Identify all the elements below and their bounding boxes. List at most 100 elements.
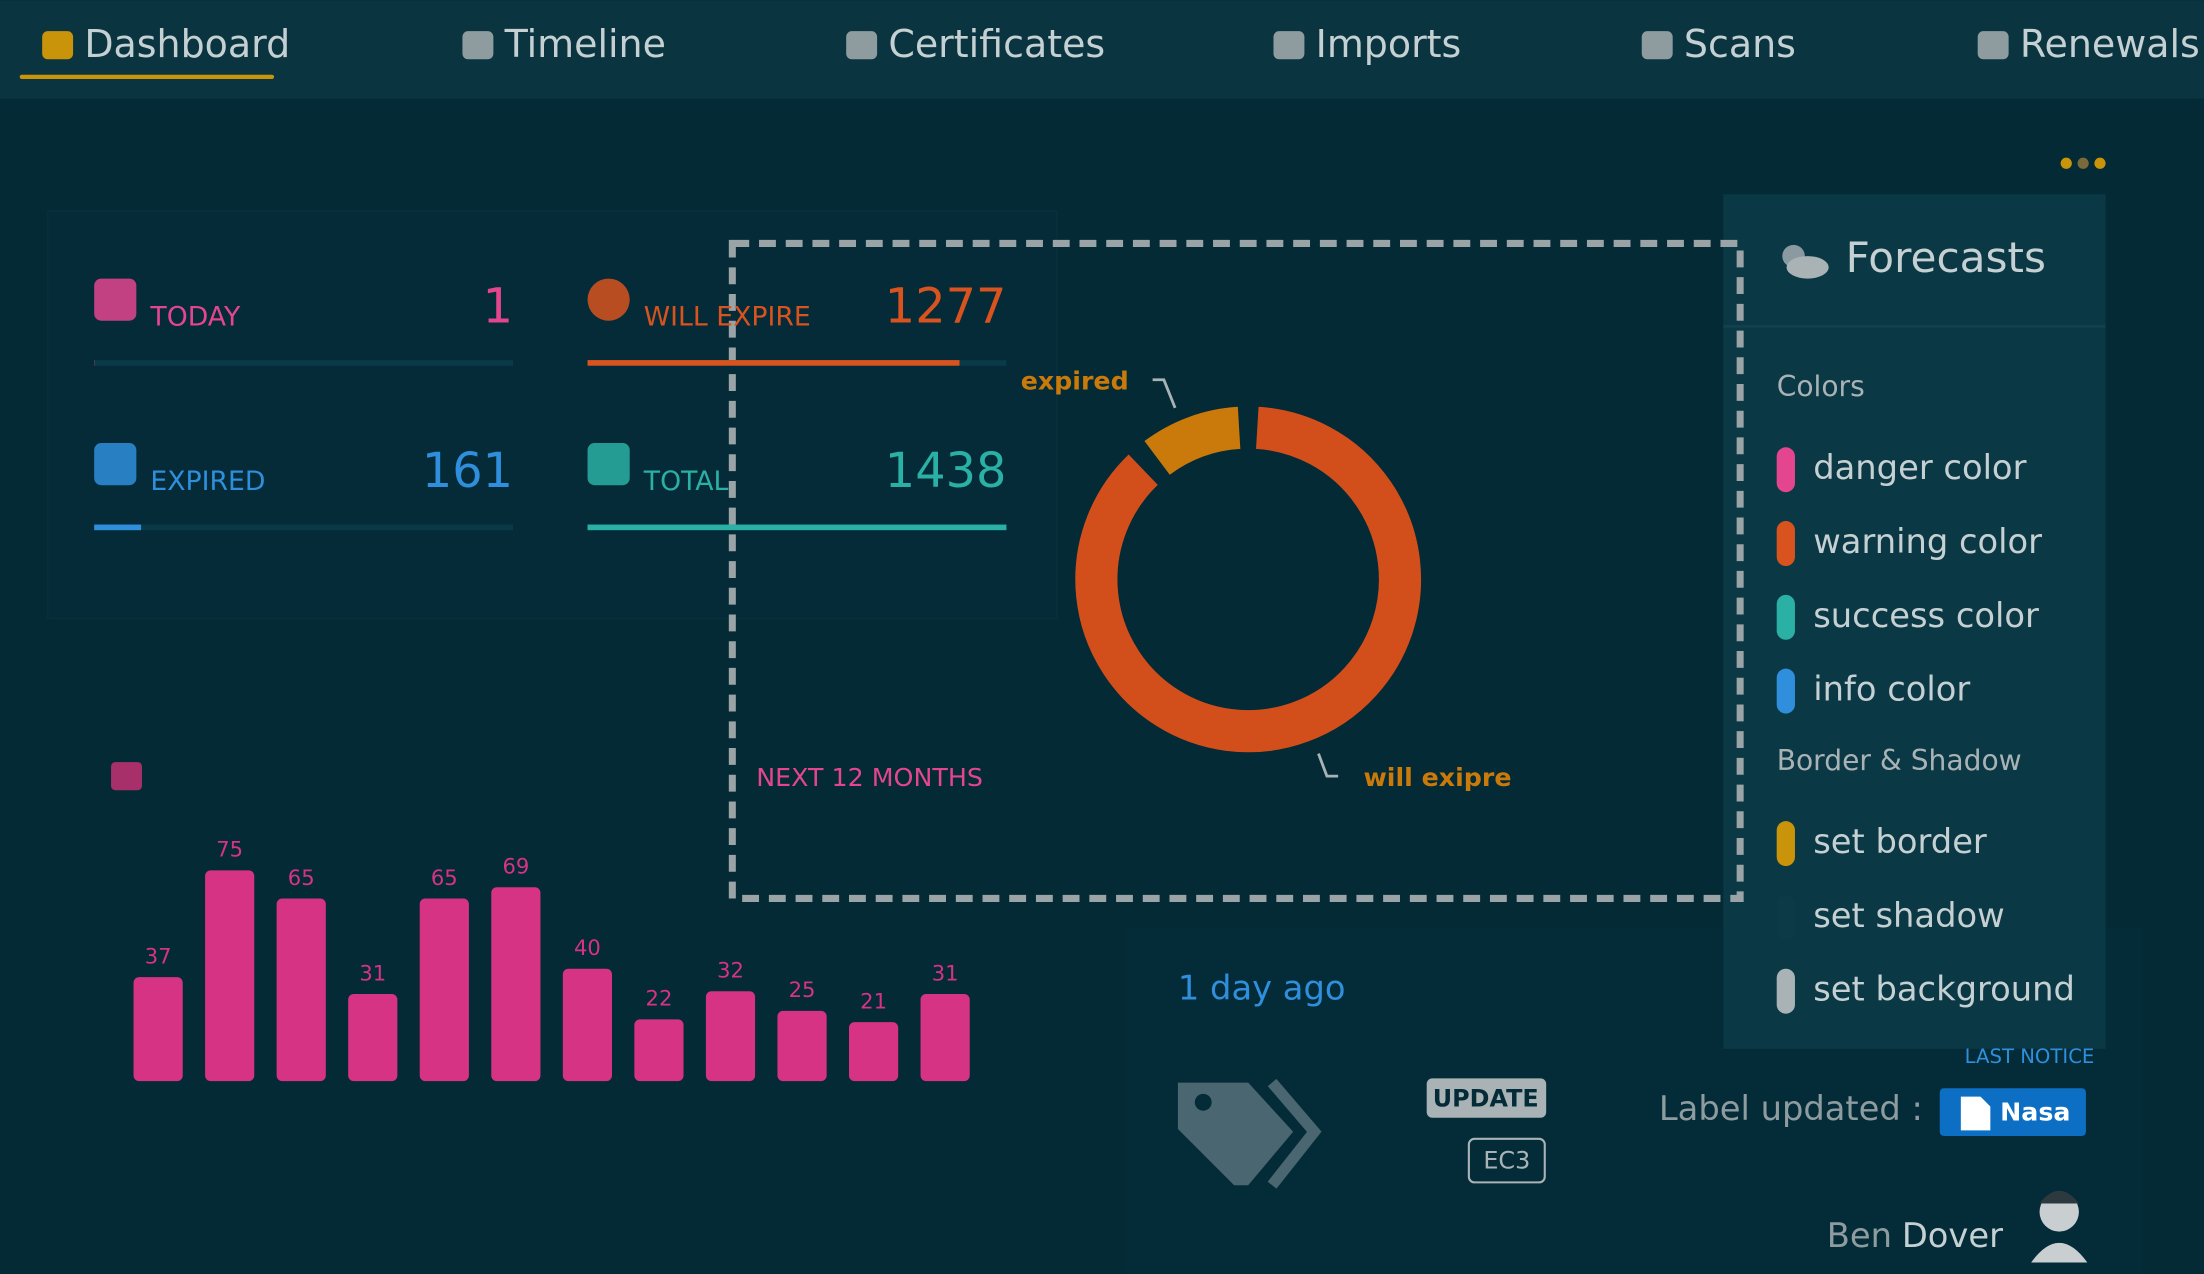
option-label[interactable]: danger color xyxy=(1813,448,2026,487)
progress-bar xyxy=(587,524,1007,531)
progress-track xyxy=(94,360,514,366)
caption: NEXT 12 MONTHS xyxy=(756,763,983,792)
nav-item[interactable]: Renewals xyxy=(2020,22,2200,66)
bar-value-label: 25 xyxy=(789,977,816,1002)
donut-segment xyxy=(1144,406,1241,476)
stat-icon xyxy=(94,443,137,486)
code-box xyxy=(1467,1137,1546,1184)
nav-icon[interactable] xyxy=(846,31,878,60)
donut-segment xyxy=(1075,406,1422,753)
nav-item[interactable]: Imports xyxy=(1316,22,1462,66)
bar-value-label: 69 xyxy=(502,854,529,879)
stat-label: TODAY xyxy=(149,301,241,332)
nav-icon[interactable] xyxy=(42,31,74,60)
stat-label: TOTAL xyxy=(643,466,729,497)
section-title: Border & Shadow xyxy=(1777,744,2022,777)
nav-item[interactable]: Dashboard xyxy=(84,22,290,66)
dot xyxy=(2094,157,2106,169)
bar-value-label: 65 xyxy=(431,865,458,890)
donut-label: will exipre xyxy=(1363,763,1511,792)
color-swatch[interactable] xyxy=(1776,668,1795,714)
color-swatch[interactable] xyxy=(1776,521,1795,567)
bar xyxy=(133,977,183,1082)
color-swatch[interactable] xyxy=(1776,447,1795,493)
color-swatch[interactable] xyxy=(1776,968,1795,1014)
bar xyxy=(634,1019,684,1082)
nav-icon[interactable] xyxy=(1641,31,1673,60)
activity-time: 1 day ago xyxy=(1178,968,1346,1007)
selection-box xyxy=(728,239,1744,902)
bar-value-label: 75 xyxy=(216,837,243,862)
nav-bar xyxy=(0,0,2204,99)
section-title: Colors xyxy=(1777,370,1865,403)
stat-icon xyxy=(587,278,630,321)
bar xyxy=(920,994,970,1082)
user-last: Dover xyxy=(1902,1216,2003,1255)
dot xyxy=(2060,157,2072,169)
bar-value-label: 22 xyxy=(646,986,673,1011)
nav-icon[interactable] xyxy=(462,31,494,60)
nav-item[interactable]: Timeline xyxy=(504,22,666,66)
option-label[interactable]: set shadow xyxy=(1813,896,2004,935)
user-name: Ben Dover xyxy=(1827,1216,2003,1255)
stat-value: 1277 xyxy=(885,279,1007,334)
option-label[interactable]: set background xyxy=(1813,970,2075,1009)
tag-icon xyxy=(1177,1078,1322,1189)
update-text: Label updated : xyxy=(1659,1089,1923,1128)
tag-text[interactable]: Nasa xyxy=(2000,1098,2070,1127)
avatar xyxy=(2031,1190,2088,1263)
stat-label: WILL EXPIRE xyxy=(644,301,811,332)
nav-active-underline xyxy=(19,74,275,79)
bar xyxy=(348,994,398,1082)
bar xyxy=(705,991,756,1082)
color-swatch[interactable] xyxy=(1776,894,1795,940)
option-label[interactable]: set border xyxy=(1813,822,1987,861)
bar xyxy=(848,1022,899,1082)
color-swatch[interactable] xyxy=(1776,821,1795,867)
stat-value: 1 xyxy=(483,279,513,334)
notice: LAST NOTICE xyxy=(1965,1045,2095,1068)
option-label[interactable]: info color xyxy=(1813,670,1970,709)
bar-value-label: 32 xyxy=(717,958,744,983)
bar xyxy=(205,870,255,1082)
nav-item[interactable]: Certificates xyxy=(888,22,1105,66)
leader-line xyxy=(1152,378,1177,409)
user-first: Ben xyxy=(1827,1216,1892,1255)
option-label[interactable]: warning color xyxy=(1813,522,2042,561)
progress-bar xyxy=(94,524,142,531)
code-text: EC3 xyxy=(1483,1146,1530,1174)
update-badge xyxy=(1426,1078,1547,1118)
bar-value-label: 31 xyxy=(932,960,959,985)
stats-card xyxy=(47,210,1058,620)
progress-bar xyxy=(587,360,960,366)
nav-icon[interactable] xyxy=(1273,31,1305,60)
nav-icon[interactable] xyxy=(1977,31,2009,60)
cloud-icon xyxy=(1782,244,1829,279)
option-label[interactable]: success color xyxy=(1813,596,2039,635)
stat-label: EXPIRED xyxy=(150,466,265,497)
bar-value-label: 21 xyxy=(860,988,887,1013)
bar-value-label: 40 xyxy=(574,935,601,960)
file-icon xyxy=(1960,1096,1991,1131)
progress-track xyxy=(94,524,514,531)
stat-icon xyxy=(94,278,137,321)
donut-label: expired xyxy=(1021,367,1129,396)
nav-item[interactable]: Scans xyxy=(1684,22,1796,66)
bar-value-label: 31 xyxy=(359,960,386,985)
bar xyxy=(562,968,613,1082)
bar xyxy=(419,898,469,1082)
bar xyxy=(491,887,541,1082)
forecasts-title: Forecasts xyxy=(1846,233,2046,282)
dot xyxy=(2077,157,2089,169)
stat-value: 1438 xyxy=(885,444,1007,499)
color-swatch[interactable] xyxy=(1776,594,1795,640)
bar-value-label: 65 xyxy=(288,865,315,890)
leader-line xyxy=(1317,753,1339,778)
bar xyxy=(276,898,326,1082)
bar-value-label: 37 xyxy=(145,943,172,968)
calendar-icon xyxy=(111,762,142,791)
update-badge-text: UPDATE xyxy=(1433,1084,1539,1112)
